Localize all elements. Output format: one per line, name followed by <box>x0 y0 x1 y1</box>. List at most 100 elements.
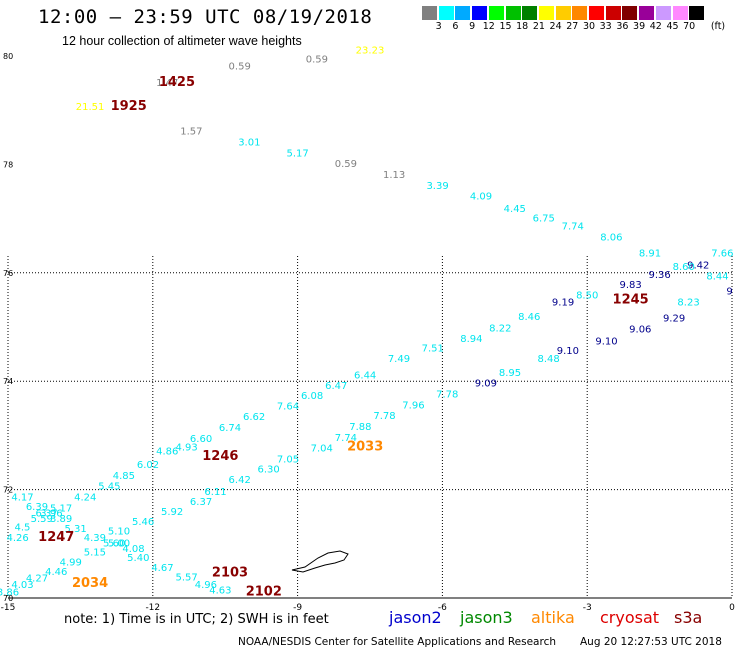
wave-height-label: 9 <box>726 286 732 297</box>
wave-height-label: 6.42 <box>229 475 251 486</box>
wave-height-label: 4.5 <box>15 522 31 533</box>
colorbar-swatch <box>422 6 437 20</box>
wave-height-label: 6.75 <box>533 213 555 224</box>
pass-time-label: 1246 <box>202 449 238 464</box>
colorbar-label: 21 <box>532 21 545 32</box>
wave-height-label: 5.00 <box>108 539 130 550</box>
wave-height-label: 5.15 <box>84 548 106 559</box>
colorbar-swatch <box>572 6 588 20</box>
axis-tick-labels: -15 -12 -9 -6 -3 0 70 72 74 76 78 80 <box>1 52 735 613</box>
wave-height-label: 4.93 <box>175 443 197 454</box>
wave-height-label: 4.24 <box>74 492 96 503</box>
pass-time-label: 1245 <box>613 293 649 308</box>
colorbar-swatch <box>555 6 571 20</box>
jan-mayen-island <box>291 550 349 573</box>
lon-tick-label: -9 <box>293 603 302 613</box>
legend-note: note: 1) Time is in UTC; 2) SWH is in fe… <box>64 612 329 627</box>
wave-height-label: 4.96 <box>195 580 217 591</box>
colorbar-label: 18 <box>516 21 529 32</box>
wave-height-label: 8.91 <box>639 249 661 260</box>
wave-height-label: 8.44 <box>706 271 728 282</box>
wave-height-label: 5.10 <box>108 527 130 538</box>
lat-tick-label: 70 <box>3 594 13 603</box>
colorbar-swatch <box>505 6 521 20</box>
wave-height-label: 4.26 <box>7 533 29 544</box>
colorbar-label: 3 <box>435 21 442 32</box>
colorbar-swatch <box>538 6 554 20</box>
wave-height-label: 4.09 <box>470 192 492 203</box>
wave-height-label: 9.29 <box>663 314 685 325</box>
lat-tick-label: 78 <box>3 160 13 169</box>
lat-tick-label: 80 <box>3 52 13 61</box>
wave-height-label: 5.17 <box>286 148 308 159</box>
wave-height-label: 7.66 <box>711 249 733 260</box>
colorbar-label: 15 <box>499 21 512 32</box>
wave-height-label: 6.08 <box>301 391 323 402</box>
wave-height-label: 8.46 <box>518 312 540 323</box>
satellite-altika: altika <box>531 608 575 627</box>
wave-height-label: 6.02 <box>137 460 159 471</box>
wave-height-label: 7.96 <box>402 400 424 411</box>
wave-height-label: 7.78 <box>436 389 458 400</box>
wave-height-label: 6.39 <box>26 502 48 513</box>
wave-height-label: 5.57 <box>175 573 197 584</box>
colorbar-swatch <box>472 6 488 20</box>
wave-height-label: 3.96 <box>40 509 62 520</box>
footer-timestamp: Aug 20 12:27:53 UTC 2018 <box>580 636 722 648</box>
wave-height-label: 9.36 <box>648 270 670 281</box>
wave-height-label: 4.39 <box>84 533 106 544</box>
colorbar-label: 70 <box>683 21 696 32</box>
colorbar-swatch <box>522 6 538 20</box>
wave-height-label: 9.06 <box>629 324 651 335</box>
wave-height-label: 1.13 <box>383 170 405 181</box>
wave-height-label: 4.45 <box>504 204 526 215</box>
lon-tick-label: -15 <box>1 603 16 613</box>
wave-height-label: 4.03 <box>11 580 33 591</box>
colorbar-label: 27 <box>566 21 579 32</box>
colorbar-label: 33 <box>599 21 612 32</box>
lat-tick-label: 72 <box>3 486 13 495</box>
colorbar-swatch <box>655 6 671 20</box>
page-subtitle: 12 hour collection of altimeter wave hei… <box>62 34 302 48</box>
wave-height-label: 9.10 <box>595 336 617 347</box>
wave-height-label: 5.59 <box>31 514 53 525</box>
wave-height-label: 9.83 <box>620 280 642 291</box>
colorbar-label: 39 <box>633 21 646 32</box>
wave-height-label: 6.44 <box>354 370 376 381</box>
satellite-s3a: s3a <box>674 608 703 627</box>
wave-height-label: 4.63 <box>209 586 231 597</box>
colorbar-label: 45 <box>666 21 679 32</box>
lon-tick-label: -12 <box>145 603 160 613</box>
wave-height-label: 5.17 <box>50 503 72 514</box>
pass-time-label: 2102 <box>246 584 282 599</box>
wave-height-label: 3.89 <box>50 514 72 525</box>
wave-height-label: 8.94 <box>460 334 482 345</box>
wave-height-label: 9.10 <box>557 346 579 357</box>
wave-height-label: 7.05 <box>277 455 299 466</box>
wave-height-label: 9.42 <box>687 260 709 271</box>
wave-height-label: 7.88 <box>349 422 371 433</box>
wave-height-label: 5.60 <box>103 539 125 550</box>
wave-height-label: 4.46 <box>45 567 67 578</box>
wave-height-label: 4.86 <box>156 446 178 457</box>
wave-height-label: 5.46 <box>132 517 154 528</box>
pass-time-label: 1925 <box>111 99 147 114</box>
pass-time-label: 2034 <box>72 576 108 591</box>
wave-height-label: 3.86 <box>0 587 19 598</box>
lon-tick-label: 0 <box>729 603 735 613</box>
wave-height-label: 6.37 <box>35 509 57 520</box>
satellite-jason3: jason3 <box>460 608 513 627</box>
colorbar-label: 12 <box>482 21 495 32</box>
wave-height-label: 4.85 <box>113 471 135 482</box>
wave-height-label: 7.74 <box>562 221 584 232</box>
wave-height-label: 23.23 <box>356 45 385 56</box>
colorbar-label: 6 <box>452 21 459 32</box>
wave-height-label: 8.22 <box>489 323 511 334</box>
wave-height-label: 5.40 <box>127 553 149 564</box>
colorbar-label: 42 <box>649 21 662 32</box>
wave-height-label: 5.92 <box>161 507 183 518</box>
wave-height-label: 6.62 <box>243 412 265 423</box>
wave-height-label: 8.60 <box>673 262 695 273</box>
pass-time-label: 2033 <box>347 440 383 455</box>
wave-height-label: 6.37 <box>190 497 212 508</box>
